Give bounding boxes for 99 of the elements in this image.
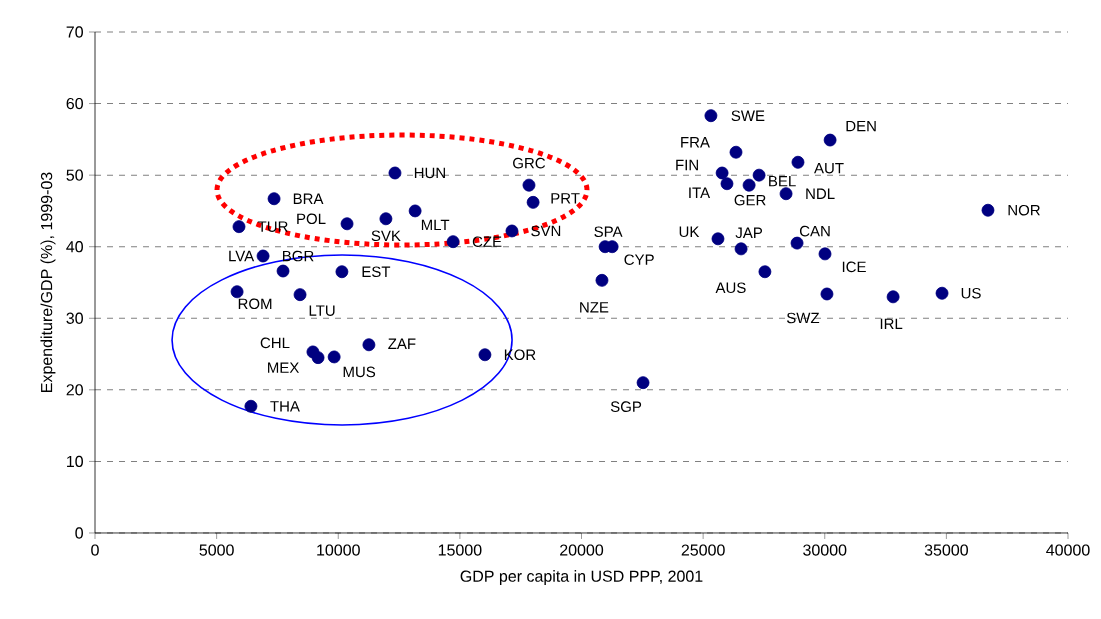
point (267, 192, 281, 206)
annotation: ITA (689, 187, 711, 198)
point (446, 235, 460, 249)
point (720, 177, 734, 191)
annotation: MUS (343, 366, 376, 378)
point (505, 224, 519, 238)
x-tick-label: 10000 (317, 544, 360, 556)
point (729, 145, 743, 159)
annotation: US (961, 287, 981, 299)
x-tick-label: 20000 (560, 544, 604, 556)
annotation: AUT (814, 163, 844, 174)
annotation: NZE (580, 302, 609, 313)
point (327, 350, 341, 364)
annotation: LVA (229, 250, 255, 262)
y-tick-label: 60 (66, 97, 83, 110)
annotation: ZAF (388, 338, 416, 349)
point (408, 204, 422, 218)
annotation: BEL (769, 175, 796, 187)
annotation: JAP (735, 227, 763, 239)
annotation: ICE (842, 261, 866, 273)
point (388, 166, 402, 180)
point (711, 232, 725, 246)
point (758, 265, 772, 279)
point (779, 187, 793, 201)
annotation: ROM (238, 298, 272, 310)
point (276, 264, 290, 278)
point (232, 220, 246, 234)
y-axis-title: Expenditure/GDP (%), 1999-03 (40, 172, 56, 392)
point (791, 155, 805, 169)
y-tick-label: 10 (67, 455, 83, 468)
point (886, 290, 900, 304)
point (823, 133, 837, 147)
annotation: SWZ (786, 312, 820, 324)
point (704, 109, 718, 123)
point (379, 212, 393, 226)
x-tick-label: 5000 (199, 544, 234, 556)
point (256, 249, 270, 263)
annotation: CHL (260, 337, 290, 349)
annotation: NDL (806, 188, 835, 199)
x-tick-label: 0 (91, 544, 99, 556)
annotation: SPA (594, 226, 623, 238)
annotation: FRA (681, 137, 710, 148)
annotation: GER (734, 194, 766, 206)
point (522, 178, 536, 192)
annotation: MLT (421, 219, 450, 231)
annotation: PRT (551, 193, 580, 204)
annotation: CYP (624, 254, 654, 266)
y-tick-label: 40 (66, 241, 83, 253)
annotation: THA (270, 401, 300, 412)
annotation: HUN (414, 167, 445, 179)
point (335, 265, 349, 279)
point (820, 287, 834, 301)
y-tick-label: 50 (66, 169, 83, 181)
x-tick-label: 40000 (1046, 544, 1090, 556)
point (293, 288, 307, 302)
y-tick-label: 0 (75, 527, 83, 539)
point (935, 286, 949, 300)
annotation: UK (679, 226, 700, 238)
annotation: EST (362, 266, 391, 278)
point (311, 351, 325, 365)
annotation: SWE (731, 110, 765, 122)
point (981, 203, 995, 217)
annotation: CZE (472, 236, 502, 248)
point (478, 348, 492, 362)
x-tick-label: 25000 (681, 544, 725, 556)
point (742, 178, 756, 192)
x-tick-label: 15000 (438, 544, 482, 556)
x-tick-label: 35000 (924, 544, 968, 556)
y-tick-label: 30 (66, 312, 83, 324)
annotation: NOR (1008, 204, 1040, 216)
annotation: DEN (846, 120, 876, 132)
point (715, 166, 729, 180)
annotation: AUS (715, 282, 746, 294)
y-tick-label: 70 (66, 26, 83, 38)
annotation: GRC (513, 157, 546, 169)
point (362, 338, 376, 352)
annotation: SVN (531, 225, 561, 237)
point (734, 242, 748, 256)
point (526, 195, 540, 209)
point (340, 217, 354, 231)
point (230, 285, 244, 299)
point (636, 376, 650, 390)
x-tick-label: 30000 (803, 544, 847, 556)
annotation: POL (297, 213, 326, 225)
annotation: CAN (799, 225, 830, 237)
annotation: SVK (371, 230, 401, 242)
annotation: SGP (610, 401, 642, 413)
x-axis-title: GDP per capita in USD PPP, 2001 (460, 570, 703, 586)
point (818, 247, 832, 261)
annotation: FIN (676, 159, 698, 171)
y-tick-label: 20 (66, 384, 83, 396)
annotation: BRA (293, 193, 324, 204)
annotation: LTU (309, 305, 335, 316)
point (595, 273, 609, 287)
annotation: IRL (880, 318, 903, 329)
point (244, 399, 258, 413)
point (790, 236, 804, 250)
annotation: MEX (268, 362, 300, 373)
point (752, 168, 766, 182)
